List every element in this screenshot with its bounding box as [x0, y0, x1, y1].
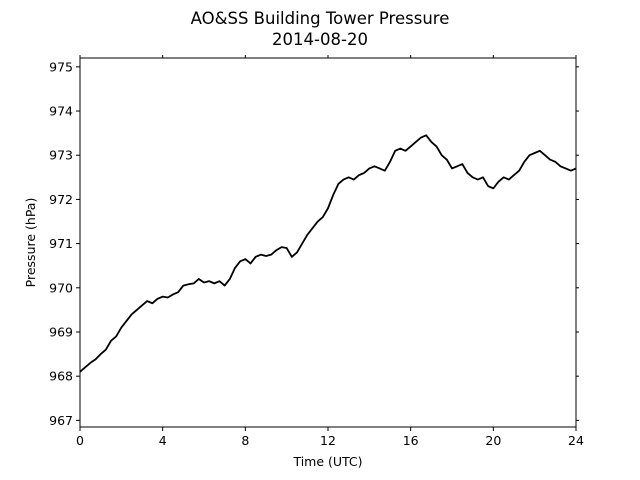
x-tick-label: 16: [403, 433, 419, 448]
x-tick-label: 12: [320, 433, 336, 448]
y-tick-label: 974: [49, 104, 73, 119]
chart-title: AO&SS Building Tower Pressure: [191, 9, 450, 28]
y-tick-label: 972: [49, 192, 73, 207]
y-tick-label: 970: [49, 280, 73, 295]
plot-area: [79, 134, 577, 373]
x-tick-label: 20: [485, 433, 501, 448]
x-tick-label: 8: [241, 433, 249, 448]
y-tick-label: 975: [49, 59, 73, 74]
y-tick-label: 971: [49, 236, 73, 251]
x-tick-label: 0: [76, 433, 84, 448]
plot-frame: [79, 57, 577, 428]
y-tick-label: 973: [49, 148, 73, 163]
chart-subtitle: 2014-08-20: [272, 30, 368, 49]
y-axis-label: Pressure (hPa): [23, 198, 38, 288]
x-axis-label: Time (UTC): [292, 454, 362, 469]
x-axis-ticks: 0 4 8 12 16 20 24: [76, 55, 584, 448]
y-tick-label: 968: [49, 369, 73, 384]
y-axis-ticks: 967 968 969 970 971 972 973 974 975: [49, 59, 579, 428]
pressure-series-line: [79, 134, 577, 373]
y-tick-label: 967: [49, 413, 73, 428]
y-tick-label: 969: [49, 324, 73, 339]
x-tick-label: 24: [568, 433, 584, 448]
x-tick-label: 4: [159, 433, 167, 448]
